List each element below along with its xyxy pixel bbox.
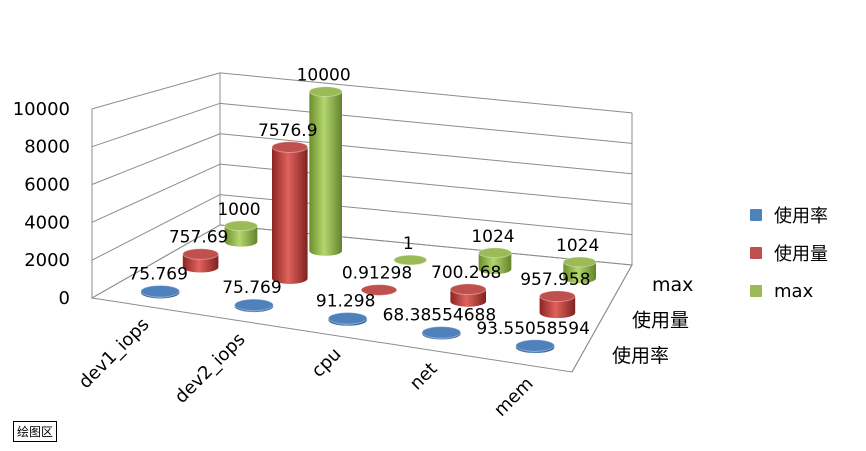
bar-body <box>224 225 258 247</box>
legend-label-usage-amount: 使用量 <box>774 244 828 265</box>
bar-top <box>562 256 597 268</box>
legend: 使用率 使用量 max <box>750 196 860 310</box>
depth-tick-label: max <box>652 274 693 296</box>
x-tick-label: mem <box>490 373 537 420</box>
data-label: 68.38554688 <box>383 306 497 326</box>
bar-top <box>327 312 368 325</box>
bar-top <box>234 298 274 312</box>
x-tick-label: dev2_iops <box>171 329 250 408</box>
depth-axis-line <box>571 264 633 373</box>
legend-item-usage-amount: 使用量 <box>750 234 860 272</box>
bar-top <box>539 290 576 303</box>
bar-top <box>308 86 343 98</box>
gridline-back <box>219 133 633 175</box>
data-label: 1 <box>403 234 414 254</box>
bar-使用率-dev1_iops <box>140 284 180 299</box>
bar-top <box>421 326 462 339</box>
data-label: 757.69 <box>169 228 228 248</box>
legend-item-max: max <box>750 272 860 310</box>
gridline-side <box>91 72 221 110</box>
x-tick-label: dev1_iops <box>75 314 154 393</box>
data-label: 91.298 <box>316 292 375 312</box>
y-tick-label: 6000 <box>24 175 70 196</box>
data-label: 1000 <box>217 200 260 220</box>
data-label: 7576.9 <box>258 121 317 141</box>
bar-top <box>182 248 219 260</box>
y-tick-label: 0 <box>59 288 70 309</box>
bar-top <box>449 283 487 296</box>
gridline-side <box>91 133 221 185</box>
bar-body <box>272 147 308 284</box>
bar-使用率-net <box>421 326 462 340</box>
bar-max-dev2_iops <box>308 86 343 256</box>
bar-body <box>309 91 342 256</box>
gridline-side <box>91 194 221 261</box>
data-label: 1024 <box>471 227 514 247</box>
x-tick-label: cpu <box>308 344 346 382</box>
data-label: 10000 <box>297 66 351 86</box>
data-label: 1024 <box>556 236 599 256</box>
bar-使用率-cpu <box>327 312 368 326</box>
legend-label-max: max <box>774 280 814 302</box>
bar-使用量-mem <box>539 290 576 319</box>
gridline-side <box>91 102 221 148</box>
bar-top <box>478 247 512 259</box>
bar-top <box>360 284 398 296</box>
bar-body <box>563 261 596 284</box>
y-tick-label: 2000 <box>24 250 70 271</box>
gridline-back <box>219 72 633 114</box>
legend-swatch-max <box>750 285 762 297</box>
y-tick-label: 10000 <box>13 99 70 120</box>
legend-label-usage-rate: 使用率 <box>774 206 828 227</box>
plot-area-tag: 绘图区 <box>13 421 58 442</box>
bar-使用量-dev1_iops <box>182 248 219 273</box>
bar-top <box>140 284 180 298</box>
bar-使用量-cpu <box>360 284 398 296</box>
data-label: 0.91298 <box>342 264 412 284</box>
bar-top <box>393 254 428 266</box>
bar-top <box>271 141 309 153</box>
bar-body <box>539 296 576 319</box>
bar-top <box>224 220 258 232</box>
bar-使用率-mem <box>515 339 555 354</box>
gridline-side <box>91 163 221 223</box>
data-label: 75.769 <box>128 264 187 284</box>
bar-max-net <box>478 247 512 275</box>
legend-swatch-usage-rate <box>750 209 762 221</box>
depth-tick-label: 使用量 <box>632 310 689 332</box>
data-label: 957.958 <box>520 270 590 290</box>
bar-top <box>515 339 555 352</box>
bar-max-dev1_iops <box>224 220 258 247</box>
y-tick-label: 8000 <box>24 137 70 158</box>
data-label: 700.268 <box>431 263 501 283</box>
legend-item-usage-rate: 使用率 <box>750 196 860 234</box>
legend-swatch-usage-amount <box>750 247 762 259</box>
bar-max-cpu <box>393 254 428 266</box>
data-label: 75.769 <box>222 278 281 298</box>
bar-使用量-net <box>449 283 487 307</box>
bar-使用率-dev2_iops <box>234 298 274 313</box>
gridline-back <box>219 102 633 144</box>
x-tick-label: net <box>406 358 442 394</box>
bar-body <box>478 252 512 275</box>
bar-使用量-dev2_iops <box>271 141 309 284</box>
depth-tick-label: 使用率 <box>612 345 669 367</box>
bar-max-mem <box>562 256 597 284</box>
data-label: 93.55058594 <box>476 319 590 339</box>
y-tick-label: 4000 <box>24 212 70 233</box>
